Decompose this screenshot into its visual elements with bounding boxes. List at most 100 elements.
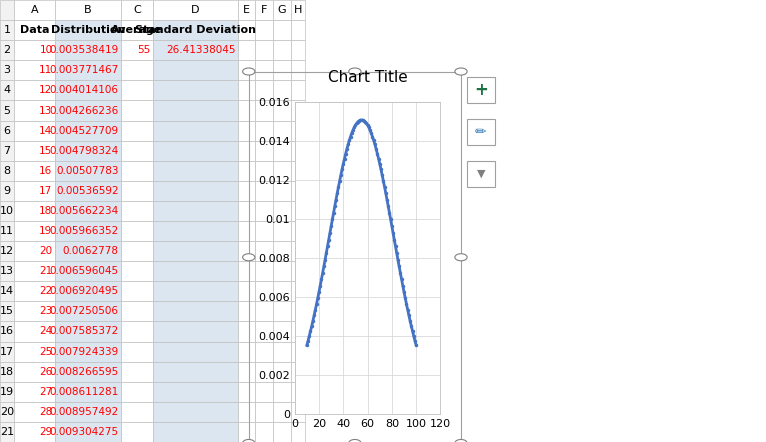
FancyBboxPatch shape — [255, 121, 273, 141]
FancyBboxPatch shape — [255, 241, 273, 261]
Text: 3: 3 — [3, 65, 11, 75]
Text: 55: 55 — [137, 45, 150, 55]
FancyBboxPatch shape — [152, 201, 237, 221]
FancyBboxPatch shape — [237, 221, 255, 241]
FancyBboxPatch shape — [255, 161, 273, 181]
FancyBboxPatch shape — [237, 20, 255, 40]
FancyBboxPatch shape — [237, 321, 255, 342]
FancyBboxPatch shape — [273, 422, 290, 442]
Text: 22: 22 — [39, 286, 52, 296]
FancyBboxPatch shape — [121, 301, 152, 321]
FancyBboxPatch shape — [255, 40, 273, 60]
FancyBboxPatch shape — [121, 241, 152, 261]
Text: 4: 4 — [3, 85, 11, 95]
Text: 11: 11 — [39, 65, 52, 75]
Text: 0.009304275: 0.009304275 — [50, 427, 119, 437]
Text: 0.004527709: 0.004527709 — [50, 126, 119, 136]
FancyBboxPatch shape — [273, 0, 290, 20]
FancyBboxPatch shape — [273, 241, 290, 261]
FancyBboxPatch shape — [255, 0, 273, 20]
Text: +: + — [474, 81, 488, 99]
FancyBboxPatch shape — [237, 201, 255, 221]
FancyBboxPatch shape — [0, 342, 14, 362]
FancyBboxPatch shape — [290, 141, 305, 161]
FancyBboxPatch shape — [55, 80, 121, 100]
FancyBboxPatch shape — [152, 261, 237, 281]
FancyBboxPatch shape — [152, 161, 237, 181]
FancyBboxPatch shape — [273, 80, 290, 100]
Text: Chart Title: Chart Title — [328, 70, 408, 85]
Text: 11: 11 — [0, 226, 14, 236]
FancyBboxPatch shape — [121, 321, 152, 342]
FancyBboxPatch shape — [273, 100, 290, 121]
FancyBboxPatch shape — [0, 60, 14, 80]
FancyBboxPatch shape — [152, 281, 237, 301]
FancyBboxPatch shape — [255, 321, 273, 342]
FancyBboxPatch shape — [237, 80, 255, 100]
FancyBboxPatch shape — [273, 141, 290, 161]
Text: D: D — [191, 5, 199, 15]
FancyBboxPatch shape — [55, 100, 121, 121]
FancyBboxPatch shape — [152, 121, 237, 141]
FancyBboxPatch shape — [0, 221, 14, 241]
FancyBboxPatch shape — [255, 301, 273, 321]
Text: 17: 17 — [0, 347, 14, 357]
FancyBboxPatch shape — [152, 382, 237, 402]
FancyBboxPatch shape — [14, 20, 55, 40]
FancyBboxPatch shape — [121, 221, 152, 241]
FancyBboxPatch shape — [0, 161, 14, 181]
Text: 0.008957492: 0.008957492 — [49, 407, 119, 417]
FancyBboxPatch shape — [273, 382, 290, 402]
FancyBboxPatch shape — [14, 80, 55, 100]
FancyBboxPatch shape — [290, 422, 305, 442]
Text: 19: 19 — [0, 387, 14, 397]
FancyBboxPatch shape — [237, 261, 255, 281]
FancyBboxPatch shape — [237, 362, 255, 382]
FancyBboxPatch shape — [290, 221, 305, 241]
FancyBboxPatch shape — [55, 241, 121, 261]
FancyBboxPatch shape — [121, 100, 152, 121]
Text: E: E — [243, 5, 250, 15]
FancyBboxPatch shape — [0, 141, 14, 161]
FancyBboxPatch shape — [55, 342, 121, 362]
Text: 15: 15 — [0, 306, 14, 316]
FancyBboxPatch shape — [55, 141, 121, 161]
FancyBboxPatch shape — [0, 261, 14, 281]
FancyBboxPatch shape — [273, 342, 290, 362]
FancyBboxPatch shape — [237, 40, 255, 60]
Text: 9: 9 — [3, 186, 11, 196]
FancyBboxPatch shape — [55, 281, 121, 301]
FancyBboxPatch shape — [0, 301, 14, 321]
FancyBboxPatch shape — [14, 342, 55, 362]
FancyBboxPatch shape — [0, 121, 14, 141]
FancyBboxPatch shape — [152, 20, 237, 40]
FancyBboxPatch shape — [121, 60, 152, 80]
FancyBboxPatch shape — [55, 40, 121, 60]
Text: 0.005662234: 0.005662234 — [49, 206, 119, 216]
FancyBboxPatch shape — [467, 161, 495, 187]
FancyBboxPatch shape — [152, 362, 237, 382]
Text: Distribution: Distribution — [51, 25, 125, 35]
FancyBboxPatch shape — [55, 321, 121, 342]
Text: 2: 2 — [3, 45, 11, 55]
FancyBboxPatch shape — [290, 100, 305, 121]
FancyBboxPatch shape — [152, 241, 237, 261]
FancyBboxPatch shape — [237, 100, 255, 121]
Text: G: G — [277, 5, 286, 15]
FancyBboxPatch shape — [290, 121, 305, 141]
FancyBboxPatch shape — [290, 201, 305, 221]
FancyBboxPatch shape — [237, 181, 255, 201]
FancyBboxPatch shape — [55, 60, 121, 80]
FancyBboxPatch shape — [273, 221, 290, 241]
Text: 14: 14 — [39, 126, 52, 136]
Text: 15: 15 — [39, 146, 52, 156]
FancyBboxPatch shape — [255, 362, 273, 382]
FancyBboxPatch shape — [152, 40, 237, 60]
Text: 0.008266595: 0.008266595 — [49, 367, 119, 377]
FancyBboxPatch shape — [290, 402, 305, 422]
FancyBboxPatch shape — [255, 20, 273, 40]
FancyBboxPatch shape — [55, 382, 121, 402]
FancyBboxPatch shape — [255, 141, 273, 161]
Text: 19: 19 — [39, 226, 52, 236]
FancyBboxPatch shape — [273, 20, 290, 40]
